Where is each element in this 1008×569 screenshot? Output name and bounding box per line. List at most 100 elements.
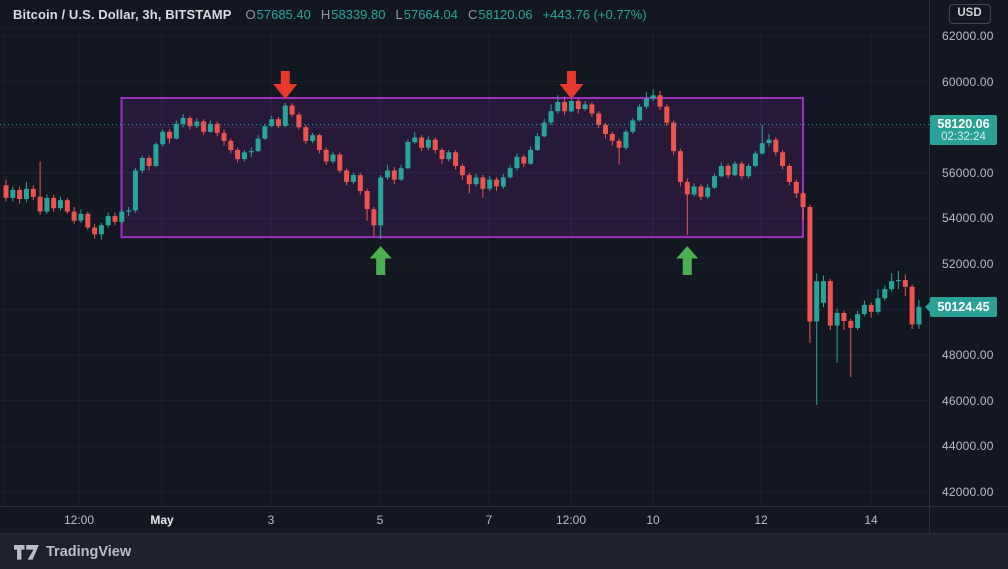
candle-body [248, 151, 254, 153]
candle-body [276, 119, 281, 126]
candle-body [262, 126, 268, 139]
candle-body [473, 177, 479, 185]
candle-body [466, 175, 472, 185]
ohlc-values: O 57685.40 H 58339.80 L 57664.04 C 58120.06 … [246, 7, 647, 22]
candle-body [255, 138, 261, 152]
time-axis-label: 12:00 [555, 513, 587, 527]
candle-body [412, 137, 418, 143]
time-axis-label: 3 [267, 513, 275, 527]
candle-body [603, 124, 608, 134]
candle-body [364, 191, 370, 210]
candle-body [875, 298, 881, 312]
arrow-up-marker[interactable] [369, 246, 392, 275]
candle-body [582, 104, 588, 109]
candle-body [916, 306, 922, 325]
candle-body [480, 177, 486, 189]
candle-body [548, 111, 554, 123]
price-axis-label: 44000.00 [942, 439, 994, 454]
candle-body [698, 186, 704, 197]
candle-body [555, 102, 561, 112]
candle-body [146, 158, 152, 166]
candle-body [766, 139, 772, 144]
candle-body [289, 105, 295, 115]
candle-body [419, 137, 425, 148]
arrow-down-marker[interactable] [559, 71, 584, 99]
candle-body [705, 187, 711, 197]
time-axis-label: 7 [485, 513, 493, 527]
tradingview-logo[interactable]: TradingView [14, 544, 131, 560]
badge-pointer [925, 301, 930, 312]
candle-body [684, 181, 690, 195]
candle-body [78, 213, 84, 221]
candle-body [494, 179, 499, 187]
pane-top-border [0, 28, 1008, 29]
candle-body [821, 281, 826, 303]
candle-body [882, 289, 888, 299]
time-axis-label: 12:00 [63, 513, 95, 527]
candle-body [848, 321, 854, 328]
candle-body [207, 123, 213, 132]
candle-body [221, 132, 227, 141]
candle-body [180, 118, 186, 124]
candle-body [201, 121, 207, 132]
candle-body [439, 150, 445, 160]
candle-body [378, 177, 384, 226]
candle-body [357, 175, 363, 192]
tradingview-logo-text: TradingView [46, 544, 132, 560]
candle-body [30, 188, 36, 197]
candle-body [596, 113, 602, 125]
candle-body [453, 152, 459, 166]
candle-body [780, 152, 786, 166]
time-axis-label: 5 [376, 513, 384, 527]
candle-body [92, 227, 98, 235]
axis-corner-separator [929, 507, 930, 534]
candle-body [344, 170, 350, 182]
price-axis-label: 48000.00 [942, 348, 994, 363]
candlestick-chart[interactable] [0, 0, 929, 506]
arrow-down-marker[interactable] [273, 71, 298, 99]
candle-body [228, 140, 234, 150]
price-axis-label: 52000.00 [942, 257, 994, 271]
candle-body [235, 150, 241, 160]
currency-badge[interactable]: USD [948, 4, 991, 24]
candle-body [310, 135, 316, 141]
candle-body [105, 216, 111, 226]
candle-body [371, 209, 377, 226]
candle-body [446, 152, 452, 160]
candle-body [534, 136, 540, 150]
candle-body [71, 211, 77, 221]
arrow-up-marker[interactable] [676, 246, 699, 275]
candle-body [391, 170, 397, 180]
candle-body [85, 213, 91, 228]
candle-body [650, 95, 656, 99]
time-axis[interactable]: 12:00 May 3 5 7 12:00 10 12 14 [0, 506, 1008, 534]
candle-body [214, 123, 220, 133]
candle-body [37, 196, 43, 212]
candle-body [459, 166, 465, 176]
candle-body [139, 158, 145, 171]
candle-body [786, 166, 792, 182]
candle-body [746, 166, 752, 177]
price-axis[interactable]: USD 62000.00 60000.00 56000.00 54000.00 5200… [925, 0, 1008, 506]
candle-body [296, 114, 302, 128]
candle-body [616, 140, 622, 148]
candle-body [385, 170, 390, 178]
candle-body [17, 189, 23, 199]
candle-body [841, 313, 847, 321]
candle-body [562, 102, 568, 112]
low-field: L 57664.04 [395, 6, 458, 22]
candle-body [718, 166, 724, 177]
candle-body [568, 101, 574, 112]
candle-body [303, 127, 309, 141]
candle-body [739, 163, 745, 177]
candle-body [132, 170, 138, 211]
symbol-title[interactable]: Bitcoin / U.S. Dollar, 3h, BITSTAMP [13, 6, 232, 22]
candle-body [405, 142, 411, 169]
candle-body [173, 123, 179, 139]
candle-body [814, 281, 820, 322]
candle-body [575, 101, 581, 109]
candle-body [643, 98, 649, 107]
candle-body [895, 280, 901, 282]
candle-body [759, 143, 765, 154]
